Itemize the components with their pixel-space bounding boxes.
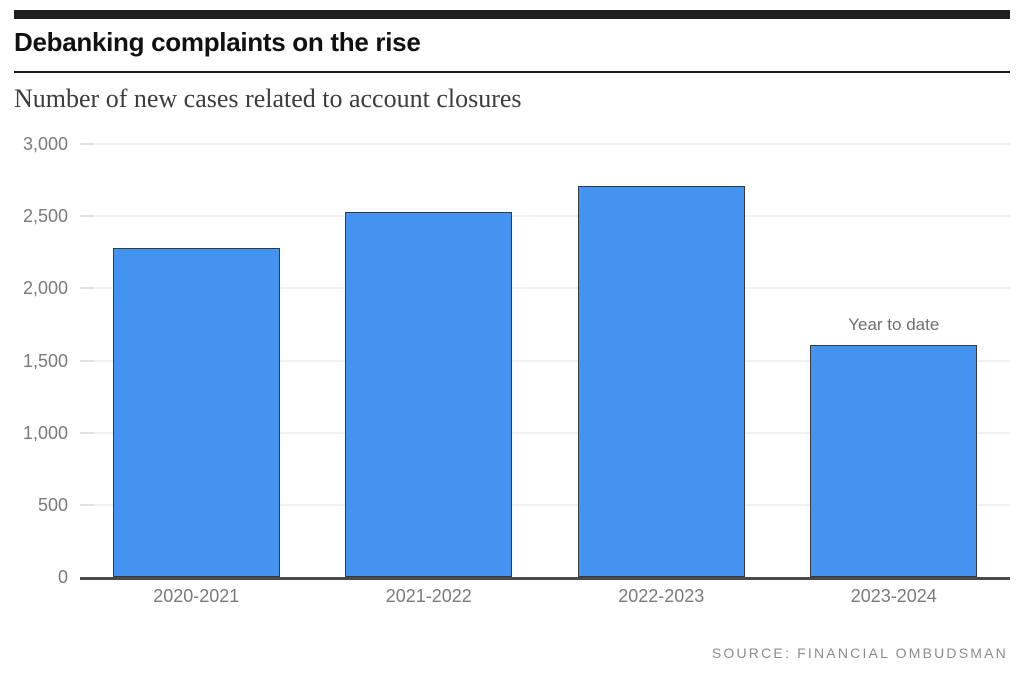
gridline-1000: [80, 432, 1010, 434]
gridline-3000: [80, 143, 1010, 145]
x-tick-label-2020-2021: 2020-2021: [153, 586, 240, 606]
bar-2023-2024[interactable]: [810, 344, 978, 577]
x-tick-label-2021-2022: 2021-2022: [385, 586, 472, 606]
accent-top-bar: [14, 10, 1010, 19]
x-tick-label-2023-2024: 2023-2024: [850, 586, 937, 606]
bar-2022-2023[interactable]: [577, 185, 745, 577]
y-tick-mark-3000: [80, 143, 94, 145]
gridline-2000: [80, 287, 1010, 289]
source-credit: SOURCE: FINANCIAL OMBUDSMAN: [711, 645, 1008, 661]
y-tick-label-2000: 2,000: [22, 278, 68, 299]
gridline-500: [80, 504, 1010, 506]
x-axis-labels: 2020-2021 2021-2022 2022-2023 2023-2024: [80, 585, 1010, 607]
gridline-2500: [80, 215, 1010, 217]
y-tick-mark-2000: [80, 287, 94, 289]
y-tick-label-1000: 1,000: [22, 422, 68, 443]
chart-subtitle: Number of new cases related to account c…: [14, 84, 522, 113]
y-tick-label-1500: 1,500: [22, 350, 68, 371]
title-divider: [14, 71, 1010, 73]
y-tick-mark-1000: [80, 432, 94, 434]
y-tick-label-0: 0: [57, 567, 68, 587]
gridline-1500: [80, 360, 1010, 361]
gridline-0: [80, 577, 1010, 580]
annotation-year-to-date: Year to date: [848, 314, 940, 334]
bar-2021-2022[interactable]: [345, 211, 513, 577]
bar-2020-2021[interactable]: [112, 247, 280, 577]
y-tick-mark-2500: [80, 215, 94, 217]
y-tick-label-2500: 2,500: [22, 206, 68, 227]
y-tick-label-3000: 3,000: [22, 134, 68, 154]
chart-title: Debanking complaints on the rise: [14, 27, 421, 57]
x-tick-label-2022-2023: 2022-2023: [618, 586, 705, 606]
y-tick-mark-500: [80, 504, 94, 506]
y-tick-label-500: 500: [37, 494, 68, 515]
plot-area: 0 500 1,000 1,500 2,000 2,500 3,000 Year to dat…: [23, 135, 1010, 586]
y-tick-mark-1500: [80, 360, 94, 361]
